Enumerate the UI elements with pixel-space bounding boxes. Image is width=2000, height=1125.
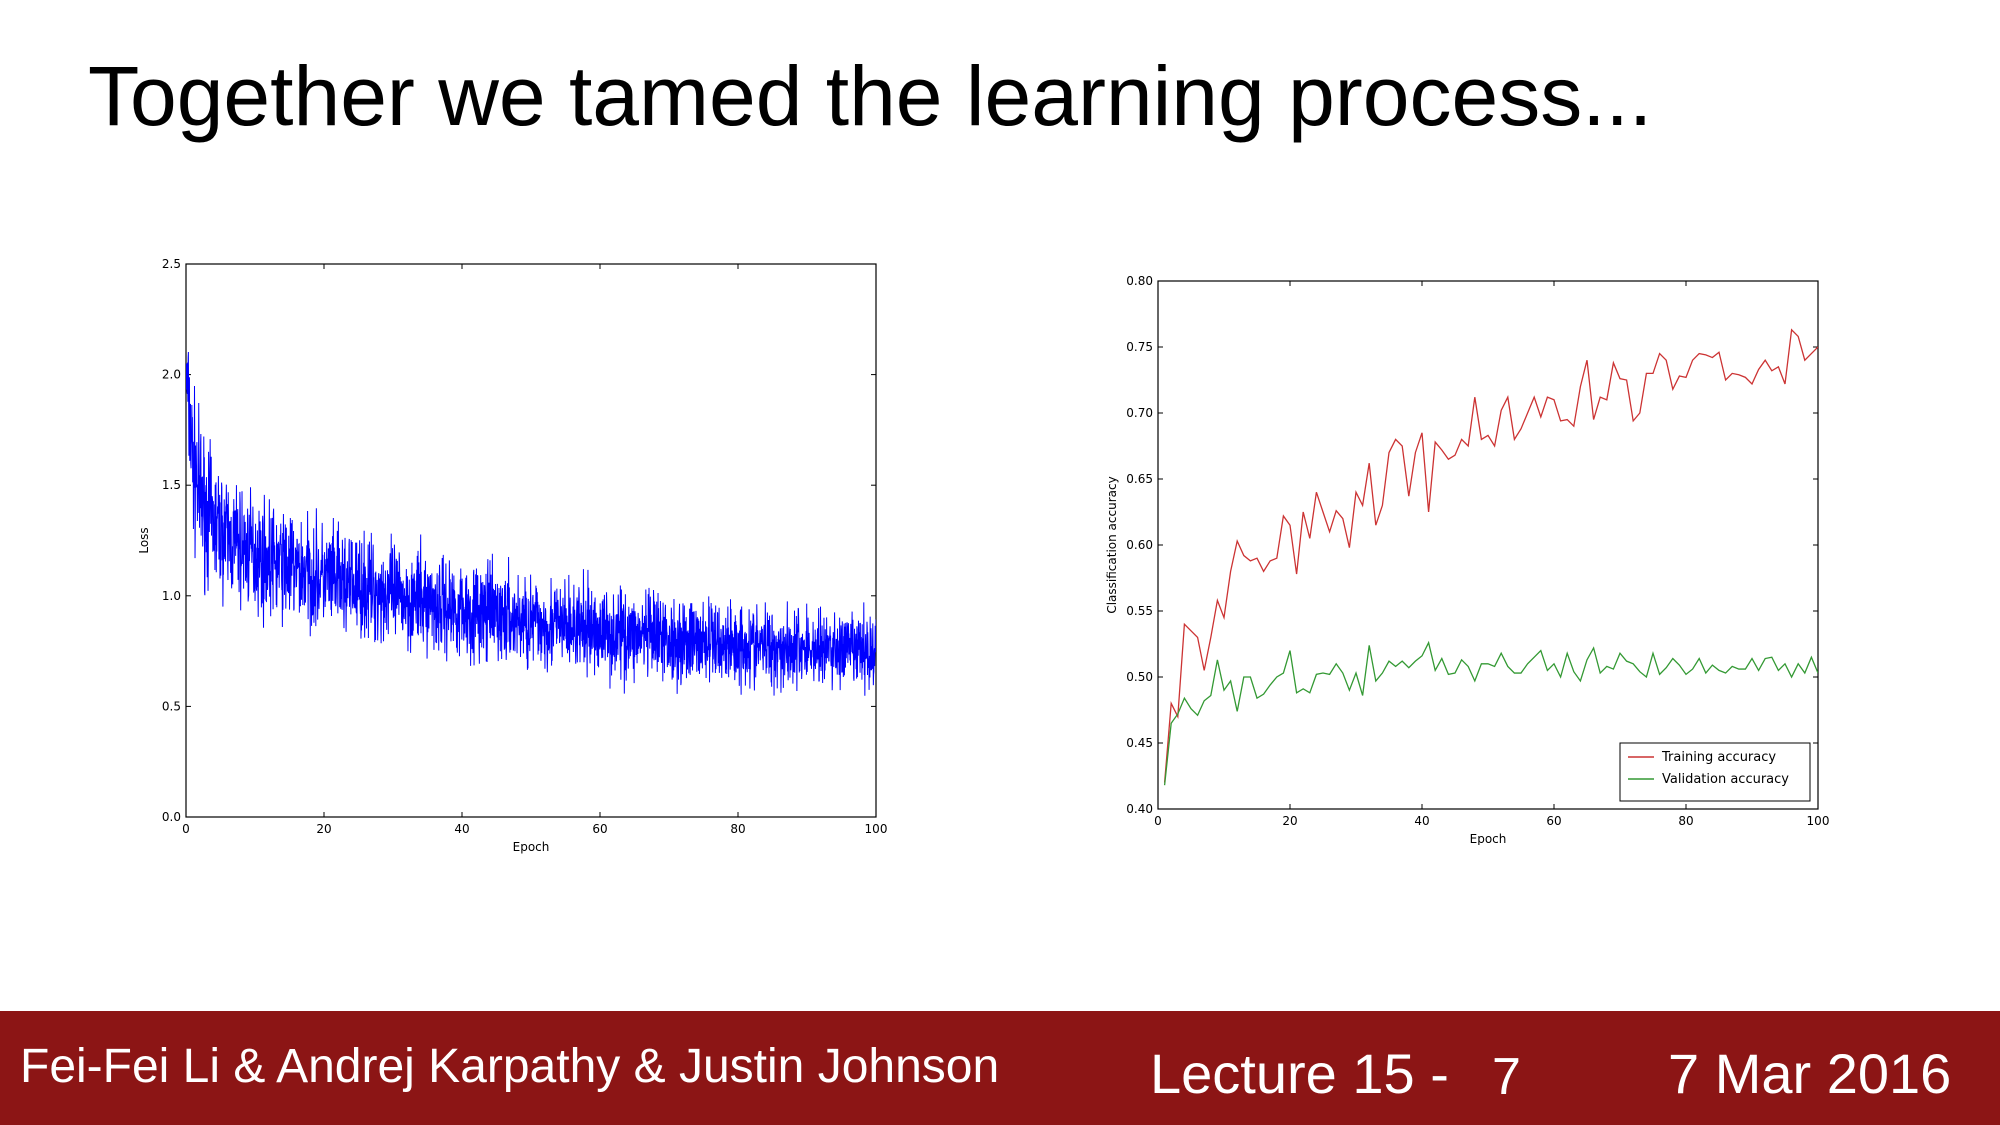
loss-chart: 0 20 40 60 80 100 0.0 0.5 1.0 1.5 2.0 2.5 Epoch Loss [130,250,900,860]
x-tick-label: 60 [592,822,607,836]
x-tick-label: 20 [1282,814,1297,828]
y-tick-label: 0.75 [1126,340,1153,354]
x-tick-label: 60 [1546,814,1561,828]
x-axis-label: Epoch [513,840,550,854]
legend-label: Training accuracy [1661,750,1776,765]
x-tick-label: 100 [865,822,888,836]
series-line-0 [1163,328,1818,783]
y-tick-label: 0.80 [1126,274,1153,288]
x-tick-label: 40 [454,822,469,836]
series-line-0 [186,352,876,696]
footer-page-number: 7 [1492,1048,1521,1106]
accuracy-chart: 0 20 40 60 80 100 0.40 0.45 0.50 0.55 0.60 0.65 0.70… [1100,265,1860,845]
x-axis-label: Epoch [1470,832,1507,845]
slide-title: Together we tamed the learning process..… [88,49,1653,143]
y-tick-label: 0.70 [1126,406,1153,420]
y-tick-label: 0.0 [162,810,181,824]
y-axis-label: Classification accuracy [1105,476,1119,613]
x-tick-label: 80 [1678,814,1693,828]
x-tick-label: 20 [316,822,331,836]
footer-date: 7 Mar 2016 [1668,1042,1952,1105]
footer-lecture: Lecture 15 - [1150,1042,1449,1105]
y-tick-label: 2.5 [162,257,181,271]
plot-frame [1157,280,1819,810]
x-tick-label: 80 [730,822,745,836]
x-tick-label: 100 [1807,814,1830,828]
x-tick-label: 40 [1414,814,1429,828]
y-tick-label: 0.40 [1126,802,1153,816]
y-tick-label: 0.5 [162,699,181,713]
y-tick-label: 1.0 [162,589,181,603]
x-tick-label: 0 [1154,814,1162,828]
footer-bar: Fei-Fei Li & Andrej Karpathy & Justin Jo… [0,1011,2000,1125]
y-tick-label: 0.60 [1126,538,1153,552]
y-tick-label: 1.5 [162,478,181,492]
x-tick-label: 0 [182,822,190,836]
y-tick-label: 0.50 [1126,670,1153,684]
y-tick-label: 0.65 [1126,472,1153,486]
loss-chart-svg: 0 20 40 60 80 100 0.0 0.5 1.0 1.5 2.0 2.5 Epoch Loss [137,257,888,854]
series-line-1 [1163,640,1818,786]
y-tick-label: 0.55 [1126,604,1153,618]
legend-label: Validation accuracy [1662,772,1789,787]
y-tick-label: 2.0 [162,368,181,382]
legend-box [1619,742,1811,802]
accuracy-chart-svg: 0 20 40 60 80 100 0.40 0.45 0.50 0.55 0.60 0.65 0.70… [1105,274,1830,845]
y-tick-label: 0.45 [1126,736,1153,750]
footer-authors: Fei-Fei Li & Andrej Karpathy & Justin Jo… [20,1040,1000,1093]
y-axis-label: Loss [137,527,151,553]
plot-frame [185,263,877,818]
